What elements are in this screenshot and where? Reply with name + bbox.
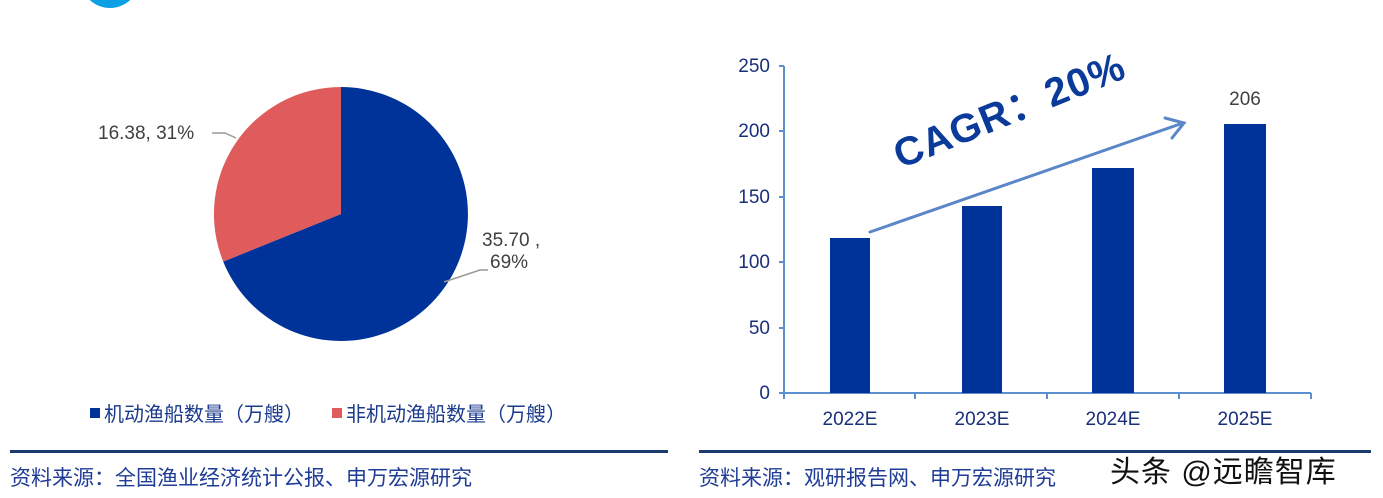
left-divider	[10, 450, 668, 453]
leader-line-non-motorized	[212, 132, 237, 139]
bar-data-label-2025E: 206	[1229, 89, 1261, 110]
y-tick-label: 200	[738, 121, 770, 142]
y-tick-label: 250	[738, 56, 770, 77]
right-divider	[699, 450, 1371, 453]
pie-legend: 机动渔船数量（万艘） 非机动渔船数量（万艘）	[90, 398, 594, 427]
legend-swatch-icon	[332, 407, 342, 418]
left-source-note: 资料来源：全国渔业经济统计公报、申万宏源研究	[10, 467, 472, 490]
legend-item-motorized: 机动渔船数量（万艘）	[90, 398, 304, 427]
x-axis-ticks	[783, 393, 1312, 399]
x-tick-label: 2025E	[1217, 409, 1273, 430]
pie-chart	[212, 87, 488, 341]
y-tick-label: 150	[738, 187, 770, 208]
pie-label-motorized-value: 35.70 ,	[482, 230, 541, 251]
cagr-arrow-icon	[868, 116, 1187, 234]
y-tick-label: 100	[738, 252, 770, 273]
x-tick-label: 2024E	[1085, 409, 1141, 430]
pie-label-motorized-percent: 69%	[490, 252, 529, 273]
watermark: 头条 @远瞻智库	[1110, 456, 1337, 489]
leader-line-motorized	[443, 269, 488, 283]
bar-2022E	[830, 238, 870, 393]
x-tick-label: 2023E	[954, 409, 1010, 430]
legend-label: 非机动渔船数量（万艘）	[346, 404, 566, 426]
section-badge-icon	[82, 0, 138, 8]
pie-label-non-motorized: 16.38, 31%	[98, 123, 195, 144]
bar-2025E	[1224, 124, 1266, 393]
bar-2024E	[1092, 168, 1134, 393]
y-tick-label: 0	[759, 383, 770, 404]
pie-slice-motorized	[223, 87, 468, 341]
x-tick-label: 2022E	[822, 409, 878, 430]
bar-chart	[779, 65, 1312, 399]
y-tick-label: 50	[748, 318, 770, 339]
right-source-note: 资料来源：观研报告网、申万宏源研究	[699, 467, 1056, 490]
legend-label: 机动渔船数量（万艘）	[104, 404, 304, 426]
bar-2023E	[962, 206, 1002, 393]
legend-swatch-icon	[90, 407, 100, 418]
pie-slice-non-motorized	[213, 87, 341, 262]
legend-item-non-motorized: 非机动渔船数量（万艘）	[332, 398, 566, 427]
